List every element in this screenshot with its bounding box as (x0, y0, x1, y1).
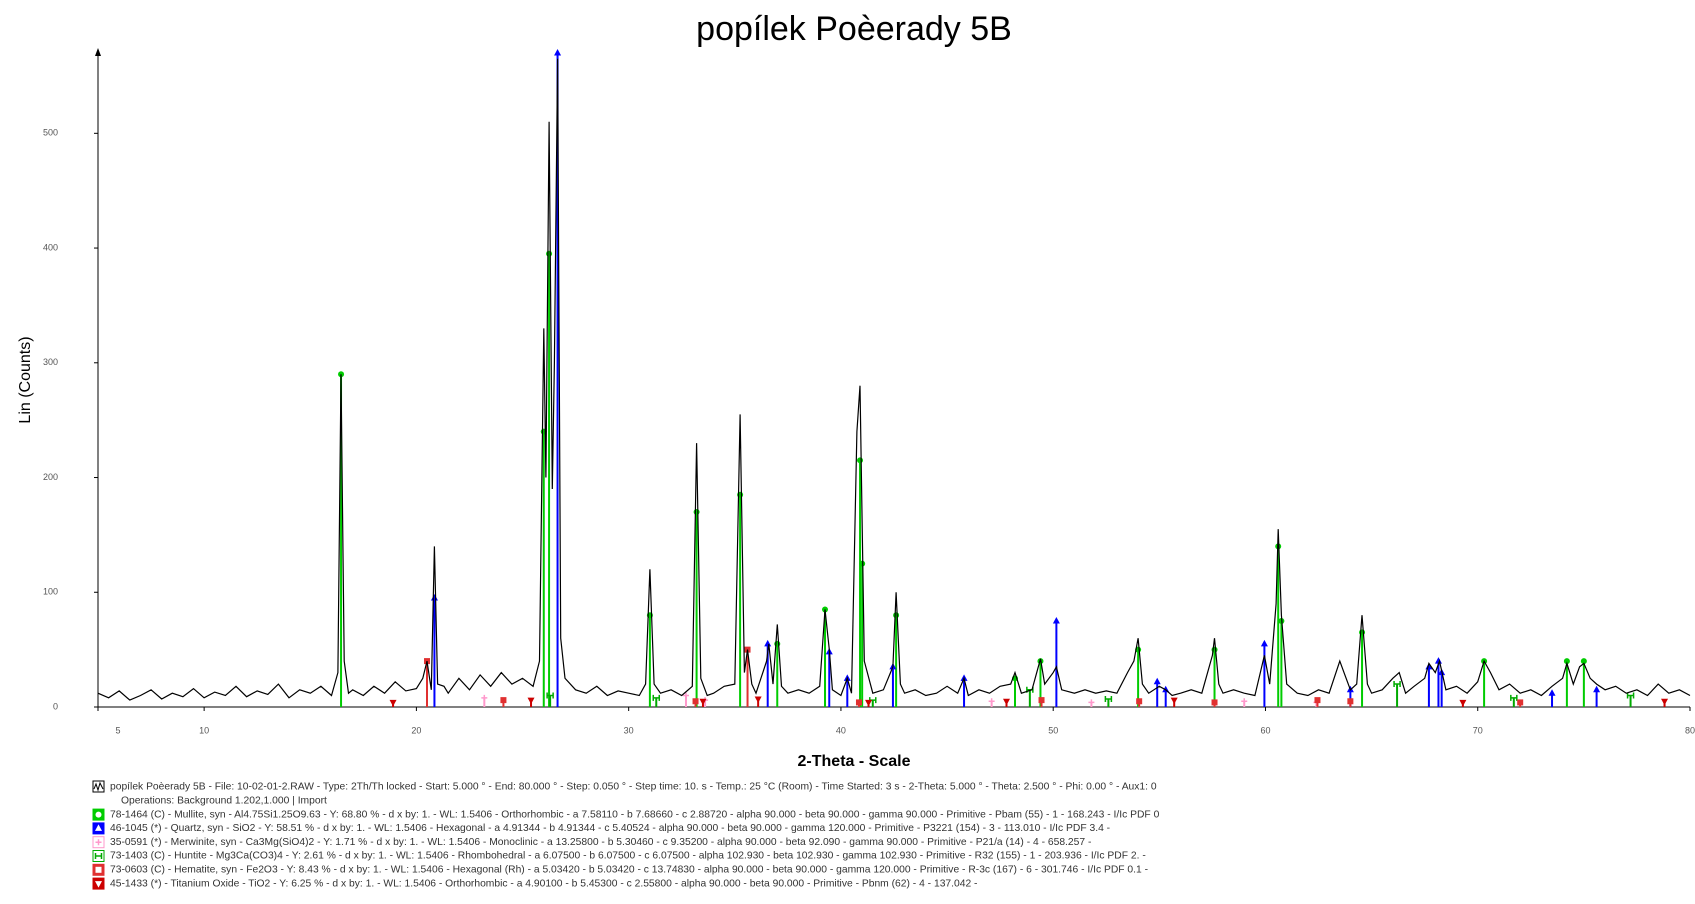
marker (692, 698, 699, 705)
phase-markers (430, 49, 1601, 707)
phase-markers (338, 250, 1587, 707)
x-tick-label: 5 (115, 725, 120, 735)
marker (682, 692, 689, 699)
legend-entry: 78-1464 (C) - Mullite, syn - Al4.75Si1.2… (110, 809, 1160, 820)
marker (857, 457, 864, 464)
legend-entry: 73-0603 (C) - Hematite, syn - Fe2O3 - Y:… (110, 865, 1148, 876)
marker (94, 853, 103, 859)
marker (500, 697, 507, 704)
legend-note: Operations: Background 1.202,1.000 | Imp… (121, 796, 327, 807)
marker (754, 696, 762, 703)
marker (1260, 639, 1268, 647)
x-tick-label: 80 (1685, 725, 1695, 735)
marker (1136, 698, 1143, 705)
marker (1052, 616, 1060, 624)
marker (1661, 698, 1669, 706)
marker (338, 371, 345, 378)
legend-entry: popílek Poèerady 5B - File: 10-02-01-2.R… (110, 782, 1157, 793)
marker (1211, 699, 1218, 706)
marker (652, 694, 661, 701)
x-tick-label: 30 (624, 725, 634, 735)
marker (546, 250, 553, 257)
marker (764, 639, 772, 647)
y-axis-label: Lin (Counts) (17, 336, 34, 423)
y-tick-label: 500 (43, 128, 58, 138)
marker (481, 694, 488, 701)
marker (95, 824, 102, 831)
marker (865, 699, 873, 707)
marker (1088, 699, 1095, 706)
marker (546, 692, 554, 699)
marker (95, 839, 102, 846)
marker (1580, 658, 1587, 665)
marker (699, 698, 707, 706)
phase-markers (546, 681, 1635, 707)
x-tick-label: 20 (411, 725, 421, 735)
marker (95, 866, 102, 873)
legend-entry: 46-1045 (*) - Quartz, syn - SiO2 - Y: 58… (110, 823, 1110, 834)
marker (1393, 681, 1401, 688)
x-tick-label: 70 (1473, 725, 1483, 735)
legend-icon (92, 780, 105, 793)
diffraction-line (97, 58, 1691, 701)
y-tick-label: 300 (43, 357, 58, 367)
marker (855, 699, 862, 706)
marker (1003, 698, 1011, 706)
chart-title: popílek Poèerady 5B (696, 10, 1012, 48)
marker (859, 560, 866, 567)
marker (1153, 677, 1161, 685)
x-axis-label: 2-Theta - Scale (798, 753, 911, 770)
marker (1104, 695, 1113, 702)
marker (527, 697, 535, 705)
marker (389, 699, 397, 707)
y-tick-label: 100 (43, 587, 58, 597)
x-tick-label: 40 (836, 725, 846, 735)
marker (1347, 698, 1354, 705)
legend-swatch-wave (93, 781, 104, 792)
marker (1626, 692, 1635, 699)
marker (1510, 694, 1518, 701)
marker (893, 612, 900, 619)
legend-entry: 35-0591 (*) - Merwinite, syn - Ca3Mg(SiO… (110, 837, 1091, 848)
marker (1517, 699, 1524, 706)
y-tick-label: 200 (43, 472, 58, 482)
marker (1563, 658, 1570, 665)
marker (95, 811, 102, 818)
y-tick-label: 0 (53, 701, 58, 711)
marker (95, 881, 102, 888)
marker (1459, 699, 1467, 707)
marker (988, 698, 995, 705)
marker (430, 594, 438, 601)
legend-entry: 45-1433 (*) - Titanium Oxide - TiO2 - Y:… (110, 878, 977, 889)
marker (693, 508, 700, 515)
marker (1548, 689, 1556, 696)
x-tick-label: 60 (1260, 725, 1270, 735)
marker (554, 49, 562, 56)
legend-swatch (92, 780, 105, 793)
marker (1314, 697, 1321, 704)
marker (1593, 685, 1601, 693)
x-tick-label: 10 (199, 725, 209, 735)
y-tick-label: 400 (43, 242, 58, 252)
marker (1241, 698, 1248, 705)
legend-entry: 73-1403 (C) - Huntite - Mg3Ca(CO3)4 - Y:… (110, 851, 1146, 862)
x-tick-label: 50 (1048, 725, 1058, 735)
marker (1170, 697, 1178, 705)
phase-markers (389, 696, 1669, 707)
y-axis-arrow (95, 48, 101, 56)
marker (1038, 697, 1045, 704)
